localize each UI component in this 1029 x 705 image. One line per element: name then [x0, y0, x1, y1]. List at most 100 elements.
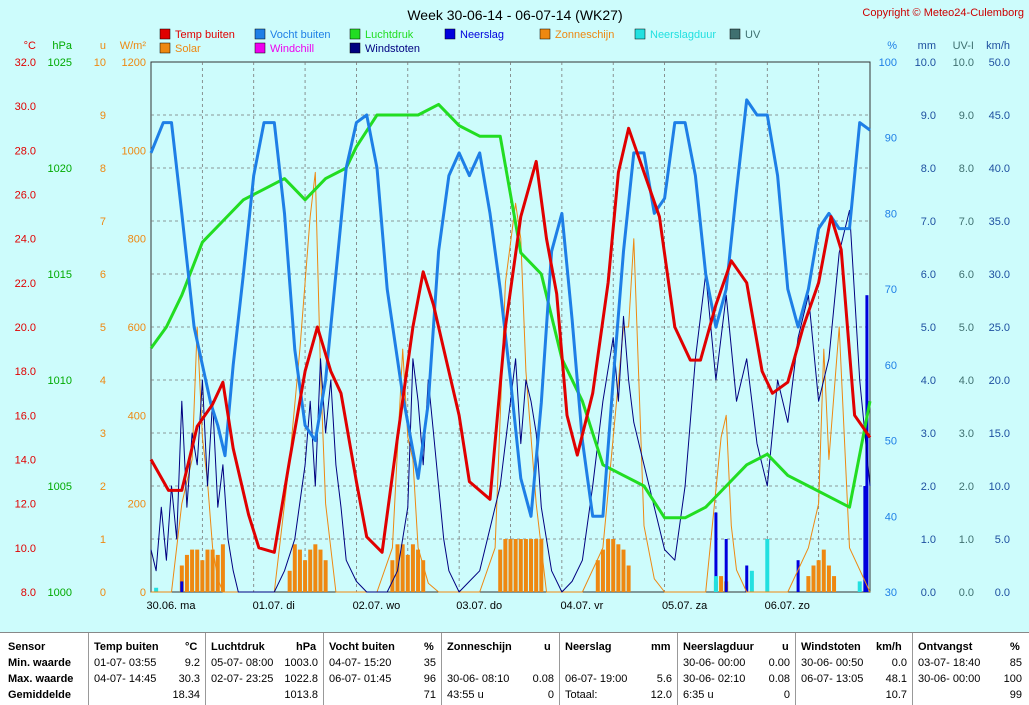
table-cell: 0.08 — [768, 673, 790, 685]
axis-tick-rain: 9.0 — [921, 110, 936, 122]
header-rainduration: Neerslagduur — [683, 641, 754, 653]
bar-zonneschijn — [323, 560, 328, 592]
bar-zonneschijn — [220, 544, 225, 592]
axis-unit-pressure: hPa — [52, 40, 72, 52]
bar-zonneschijn — [297, 549, 302, 592]
axis-tick-humidity: 90 — [885, 133, 897, 145]
table-cell: 43:55 u — [447, 689, 484, 701]
weather-chart: Week 30-06-14 - 06-07-14 (WK27) Copyrigh… — [15, 7, 1024, 612]
table-cell: 99 — [1009, 689, 1022, 701]
bar-zonneschijn — [303, 560, 308, 592]
table-cell: 0 — [783, 689, 790, 701]
axis-unit-wind: km/h — [986, 40, 1010, 52]
axis-tick-temp: 30.0 — [15, 101, 36, 113]
bar-zonneschijn — [523, 539, 528, 592]
bar-zonneschijn — [313, 544, 318, 592]
axis-tick-solar: 200 — [128, 499, 146, 511]
axis-tick-sunshine: 3 — [100, 428, 106, 440]
table-cell: Min. waarde — [8, 657, 71, 669]
table-cell: 1013.8 — [284, 689, 318, 701]
axis-unit-sunshine: u — [100, 40, 106, 52]
bar-zonneschijn — [621, 549, 626, 592]
axis-tick-wind: 35.0 — [989, 216, 1010, 228]
header-temp-unit: °C — [185, 641, 198, 653]
axis-tick-wind: 45.0 — [989, 110, 1010, 122]
table-divider — [912, 633, 913, 705]
axis-tick-rain: 8.0 — [921, 163, 936, 175]
header-sunshine-unit: u — [544, 641, 551, 653]
axis-tick-temp: 10.0 — [15, 543, 36, 555]
bar-zonneschijn — [215, 554, 220, 592]
table-cell: 100 — [1003, 673, 1022, 685]
axis-tick-sunshine: 2 — [100, 481, 106, 493]
table-cell: 0 — [547, 689, 554, 701]
bar-neerslag — [745, 565, 749, 592]
bar-zonneschijn — [503, 539, 508, 592]
axis-tick-sunshine: 8 — [100, 163, 106, 175]
bar-zonneschijn — [534, 539, 539, 592]
axis-tick-temp: 20.0 — [15, 322, 36, 334]
bar-neerslag — [865, 295, 869, 592]
bar-zonneschijn — [616, 544, 621, 592]
table-cell: 02-07- 23:25 — [211, 673, 274, 685]
axis-tick-solar: 400 — [128, 410, 146, 422]
header-humidity: Vocht buiten — [329, 641, 395, 653]
axis-unit-solar: W/m² — [120, 40, 147, 52]
bar-neerslag — [863, 486, 867, 592]
series-line-luchtdruk — [149, 102, 872, 520]
table-cell: 30-06- 08:10 — [447, 673, 510, 685]
header-gust: Windstoten — [801, 641, 861, 653]
bar-zonneschijn — [816, 560, 821, 592]
axis-tick-humidity: 100 — [879, 57, 897, 69]
bar-neerslag — [724, 539, 728, 592]
axis-tick-temp: 16.0 — [15, 410, 36, 422]
table-divider — [677, 633, 678, 705]
legend-swatch — [159, 42, 171, 54]
bar-neerslagduur — [713, 576, 718, 592]
x-tick-label: 06.07. zo — [765, 600, 810, 612]
axis-tick-wind: 10.0 — [989, 481, 1010, 493]
axis-tick-humidity: 80 — [885, 208, 897, 220]
bar-zonneschijn — [518, 539, 523, 592]
axis-tick-uv: 6.0 — [959, 269, 974, 281]
bar-zonneschijn — [606, 539, 611, 592]
legend: Temp buiten Solar Vocht buiten Windchill Luc… — [159, 28, 761, 55]
table-cell: 0.08 — [532, 673, 554, 685]
table-cell: 06-07- 01:45 — [329, 673, 392, 685]
legend-label: Windstoten — [365, 43, 420, 55]
bar-zonneschijn — [410, 544, 415, 592]
bar-zonneschijn — [190, 549, 195, 592]
axis-tick-rain: 10.0 — [915, 57, 936, 69]
table-cell: Max. waarde — [8, 673, 74, 685]
legend-label: Vocht buiten — [270, 29, 331, 41]
header-gust-unit: km/h — [876, 641, 902, 653]
axis-tick-rain: 2.0 — [921, 481, 936, 493]
table-cell: Totaal: — [565, 689, 598, 701]
axis-unit-rain: mm — [918, 40, 936, 52]
table-divider — [88, 633, 89, 705]
axis-tick-humidity: 70 — [885, 284, 897, 296]
bar-zonneschijn — [821, 549, 826, 592]
axis-unit-temp: °C — [24, 40, 36, 52]
bar-zonneschijn — [318, 549, 323, 592]
legend-label: Zonneschijn — [555, 29, 614, 41]
bar-zonneschijn — [292, 544, 297, 592]
header-rain-unit: mm — [651, 641, 671, 653]
axis-tick-temp: 18.0 — [15, 366, 36, 378]
legend-label: Neerslag — [460, 29, 504, 41]
axis-tick-temp: 32.0 — [15, 57, 36, 69]
series-line-temp-buiten — [149, 126, 872, 554]
axis-tick-solar: 600 — [128, 322, 146, 334]
axis-tick-pressure: 1000 — [48, 587, 72, 599]
axis-unit-uv: UV-I — [953, 40, 974, 52]
axis-tick-sunshine: 7 — [100, 216, 106, 228]
header-humidity-unit: % — [424, 641, 434, 653]
axis-tick-wind: 20.0 — [989, 375, 1010, 387]
legend-swatch — [349, 28, 361, 40]
x-tick-label: 04.07. vr — [560, 600, 603, 612]
table-cell: 30-06- 02:10 — [683, 673, 746, 685]
axis-tick-temp: 28.0 — [15, 145, 36, 157]
x-tick-label: 03.07. do — [456, 600, 502, 612]
header-rx-unit: % — [1010, 641, 1020, 653]
axis-tick-temp: 26.0 — [15, 190, 36, 202]
